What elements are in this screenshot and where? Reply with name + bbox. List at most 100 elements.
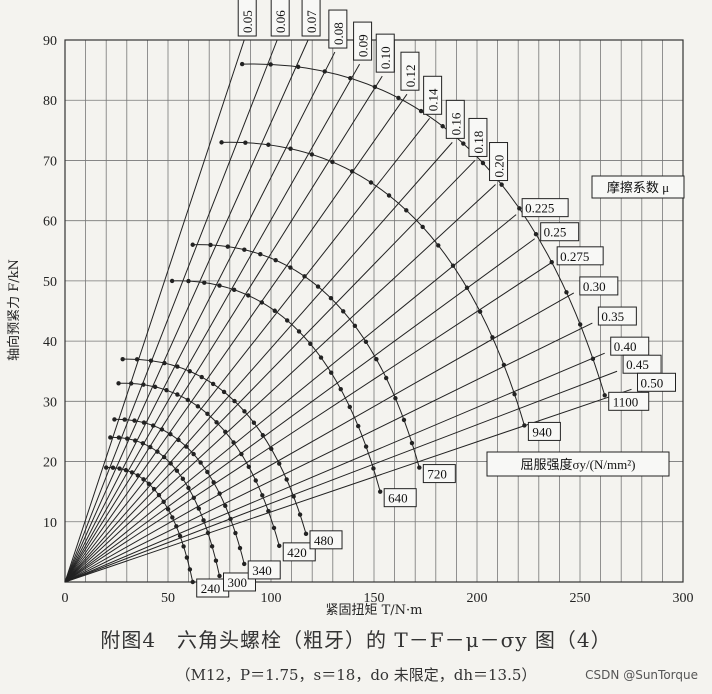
intersection-point [322,69,327,74]
friction-label-text: 0.40 [614,339,637,354]
intersection-point [168,461,173,466]
intersection-point [383,375,389,381]
intersection-point [165,507,171,512]
yield-label-text: 240 [201,581,221,596]
intersection-point [242,247,247,252]
intersection-point [272,308,277,313]
intersection-point [480,160,486,166]
intersection-point [170,515,175,520]
intersection-point [308,341,313,347]
intersection-point [602,393,607,398]
intersection-point [377,489,383,494]
y-tick-label: 70 [43,154,57,169]
yield-label-text: 720 [427,467,447,482]
watermark: CSDN @SunTorque [585,668,698,682]
intersection-point [148,444,153,450]
yield-label: 480 [309,530,343,550]
intersection-point [159,427,165,432]
intersection-point [191,495,196,500]
friction-label-text: 0.35 [601,309,624,324]
intersection-point [522,423,527,428]
intersection-point [225,244,230,249]
friction-label: 0.40 [610,336,650,356]
intersection-point [176,437,181,443]
intersection-point [564,290,569,295]
y-tick-label: 50 [43,275,57,290]
plot-frame [64,39,684,583]
intersection-point [174,468,180,473]
yield-label-box [422,464,456,484]
yield-label-box [309,530,343,550]
intersection-point [309,152,315,157]
intersection-point [372,84,378,90]
intersection-point [499,182,504,187]
intersection-point [108,435,113,440]
friction-label-box [328,9,348,49]
intersection-point [209,544,215,549]
friction-label-box [521,198,569,218]
friction-label: 0.18 [468,117,488,157]
friction-label: 0.12 [400,51,420,91]
intersection-point [208,242,213,248]
friction-label-text: 0.06 [273,10,288,33]
intersection-point [223,503,228,509]
intersection-point [368,180,374,185]
intersection-point [201,518,206,523]
intersection-point [348,75,353,81]
friction-label-box [423,75,443,115]
intersection-point [330,159,335,165]
intersection-point [242,561,247,567]
intersection-point [184,444,189,449]
x-axis-label: 紧固扭矩 T/N·m [325,603,422,618]
intersection-point [161,454,167,460]
intersection-point [123,467,129,473]
intersection-point [219,140,224,145]
intersection-point [191,451,196,457]
intersection-point [239,451,244,457]
intersection-point [371,466,376,471]
intersection-point [246,464,251,469]
intersection-point [258,252,263,257]
yield-label-box [527,421,561,441]
intersection-point [186,278,191,284]
intersection-point [195,404,201,409]
intersection-point [187,369,192,374]
intersection-point [409,440,415,446]
x-tick-label: 300 [673,591,694,606]
friction-label-text: 0.12 [403,64,418,87]
friction-label-box [489,142,509,182]
intersection-point [490,335,495,340]
intersection-point [590,356,596,362]
friction-label-text: 0.50 [641,375,664,390]
friction-label: 0.50 [637,372,676,392]
friction-label: 0.225 [521,198,569,218]
friction-label-text: 0.18 [471,131,486,154]
intersection-point [132,418,137,423]
intersection-point [260,433,266,438]
intersection-point [161,499,166,504]
friction-label-box [237,0,257,37]
intersection-point [168,431,173,437]
friction-label: 0.09 [353,21,373,61]
intersection-point [577,322,583,327]
friction-label: 0.35 [597,306,637,326]
intersection-point [141,420,147,425]
intersection-point [239,61,245,67]
intersection-point [501,362,507,368]
intersection-point [404,208,409,213]
intersection-point [132,438,138,443]
intersection-point [288,146,293,151]
yield-label: 340 [247,560,281,580]
x-tick-labels: 0 50 100 150 200 250 300 [62,591,694,606]
intersection-point [296,64,301,70]
intersection-points [104,61,607,585]
intersection-point [284,318,290,323]
intersection-point [199,374,204,380]
intersection-point [284,477,289,482]
friction-label-text: 0.225 [525,201,554,216]
intersection-point [135,473,141,478]
friction-label-text: 0.25 [544,225,567,240]
intersection-point [128,381,134,386]
yield-label-text: 640 [388,491,408,506]
intersection-point [328,296,334,301]
